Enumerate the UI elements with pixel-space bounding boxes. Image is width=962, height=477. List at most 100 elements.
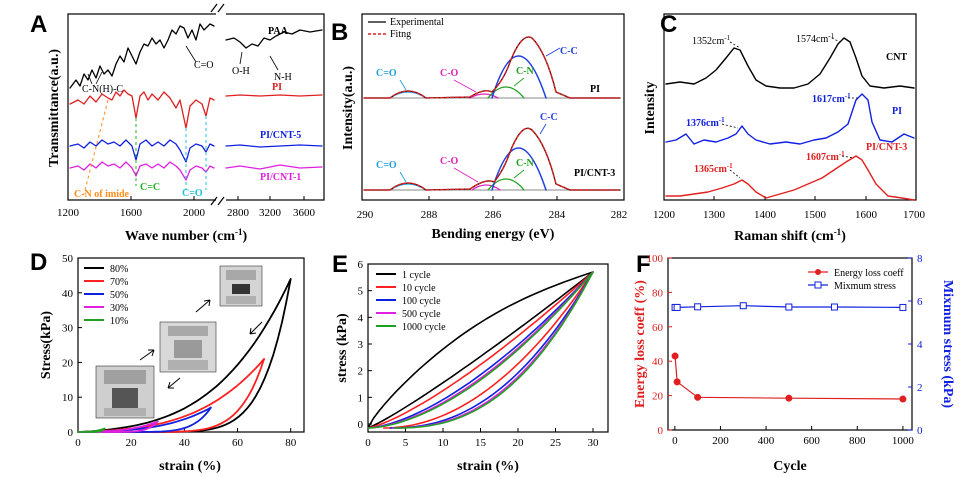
annotation-arrow xyxy=(399,171,407,183)
legend-marker xyxy=(815,269,821,275)
x-axis-label: strain (%) xyxy=(457,459,519,474)
legend-label-mixmum-stress: Mixmum stress xyxy=(834,281,896,292)
tick-label: 800 xyxy=(849,435,866,447)
tick-label: 20 xyxy=(62,357,74,369)
panel-d-curves xyxy=(77,278,292,433)
panel-c-frame xyxy=(663,13,917,201)
annotation-c-o: C=O xyxy=(194,60,214,71)
x-axis-label: Wave number (cm-1) xyxy=(125,227,248,244)
panel-letter-d: D xyxy=(30,249,47,276)
annotation-arrow xyxy=(729,41,741,49)
tick-label: 30 xyxy=(62,323,74,335)
tick-label: 0 xyxy=(75,437,81,449)
panel-b-pi: PI C=O C-O C-N C-C xyxy=(363,36,621,99)
annotation-arrow xyxy=(87,71,103,85)
data-point xyxy=(694,393,702,401)
peak-c-o-single xyxy=(471,184,501,191)
tick-label: 2800 xyxy=(227,207,250,219)
subpanel-label-pi-cnt-3: PI/CNT-3 xyxy=(574,168,615,179)
peak-label-c-n: C-N xyxy=(516,66,535,77)
panel-d-photo-arrows xyxy=(139,299,263,389)
annotation-arrow xyxy=(269,55,279,71)
x-axis-label: Raman shift (cm-1) xyxy=(734,227,846,244)
tick-label: 5 xyxy=(358,286,364,298)
tick-label: 6 xyxy=(358,259,364,271)
tick-label: 50 xyxy=(62,253,74,265)
peak-label-c-o-single: C-O xyxy=(440,68,459,79)
tick-label: 290 xyxy=(357,209,374,221)
peak-label-1574: 1574cm-1 xyxy=(796,32,835,45)
fitting-line xyxy=(363,36,621,99)
annotation-arrow xyxy=(399,79,407,91)
annotation-arrow xyxy=(513,169,525,179)
peak-c-c xyxy=(491,55,547,99)
tick-label: 20 xyxy=(513,437,525,449)
data-point xyxy=(673,303,681,311)
tick-label: 1200 xyxy=(57,207,80,219)
panel-b-ticks: 290 288 286 284 282 xyxy=(357,196,627,221)
tick-label: 6 xyxy=(917,296,923,308)
tick-label: 1500 xyxy=(804,209,827,221)
panel-b-pi-cnt-3: PI/CNT-3 C=O C-O C-N C-C xyxy=(363,112,621,191)
series-label-pi-cnt-3: PI/CNT-3 xyxy=(866,142,907,153)
tick-label: 286 xyxy=(485,209,502,221)
legend-label-1-cycle: 1 cycle xyxy=(402,270,431,281)
legend-label-500-cycle: 500 cycle xyxy=(402,309,441,320)
panel-d-legend: 80% 70% 50% 30% 10% xyxy=(84,264,128,327)
peak-c-n xyxy=(487,178,525,191)
panel-f-legend: Energy loss coeff Mixmum stress xyxy=(808,268,904,292)
arrow-icon xyxy=(167,377,181,389)
legend-label-1000-cycle: 1000 cycle xyxy=(402,322,446,333)
data-point xyxy=(671,352,679,360)
tick-label: 600 xyxy=(803,435,820,447)
peak-label-1617: 1617cm-1 xyxy=(812,92,851,105)
tick-label: 2 xyxy=(917,382,923,394)
series-label-pi-cnt-5: PI/CNT-5 xyxy=(260,130,301,141)
arrow-icon xyxy=(195,299,211,313)
arrow-icon xyxy=(249,321,263,335)
tick-marks xyxy=(713,196,867,200)
data-point xyxy=(673,378,681,386)
annotation-arrow xyxy=(721,123,739,129)
annotation-o-h: O-H xyxy=(232,66,250,77)
series-label-cnt: CNT xyxy=(886,52,907,63)
annotation-arrow xyxy=(239,51,243,65)
series-line-30 xyxy=(77,420,159,433)
panel-c-ticks: 1200 1300 1400 1500 1600 1700 xyxy=(653,196,926,221)
tick-label: 0 xyxy=(658,425,664,437)
compression-photo-1 xyxy=(219,265,263,307)
tick-label: 400 xyxy=(758,435,775,447)
peak-label-1365: 1365cm-1 xyxy=(694,162,733,175)
tick-label: 30 xyxy=(588,437,600,449)
tick-label: 288 xyxy=(421,209,438,221)
legend-label-fitting: Fitng xyxy=(390,29,411,40)
annotation-c-c: C=C xyxy=(140,182,160,193)
data-point xyxy=(785,303,793,311)
legend-label-100-cycle: 100 cycle xyxy=(402,296,441,307)
peak-c-n xyxy=(487,86,525,99)
legend-label-50: 50% xyxy=(110,290,128,301)
series-line-pi-cnt-3 xyxy=(665,155,915,201)
series-line-cnt xyxy=(665,37,915,89)
annotation-c-n-h-c: C-N(H)-C xyxy=(82,84,123,95)
data-point xyxy=(739,302,747,310)
tick-label: 8 xyxy=(917,253,923,265)
series-line-pi xyxy=(69,89,323,129)
panel-a-axes xyxy=(67,3,325,208)
data-point xyxy=(785,394,793,402)
peak-c-c xyxy=(491,147,547,191)
tick-label: 0 xyxy=(917,425,923,437)
tick-label: 0 xyxy=(68,427,74,439)
peak-label-c-c: C-C xyxy=(540,112,558,123)
x-axis-label: Cycle xyxy=(773,459,806,474)
panel-e: E 0 5 10 15 20 25 30 0 1 2 3 4 5 6 strain (%) stress … xyxy=(332,251,609,474)
series-line-pi-cnt-1 xyxy=(69,161,323,181)
tick-label: 3 xyxy=(358,339,364,351)
tick-label: 80 xyxy=(652,287,664,299)
arrow-icon xyxy=(139,349,155,361)
panel-b-legend: Experimental Fitng xyxy=(368,17,444,40)
series-line-pi-cnt-5 xyxy=(69,139,323,163)
panel-e-legend: 1 cycle 10 cycle 100 cycle 500 cycle 1000 cy… xyxy=(376,270,446,333)
tick-label: 1200 xyxy=(653,209,676,221)
legend-label-energy-loss-coeff: Energy loss coeff xyxy=(834,268,904,279)
